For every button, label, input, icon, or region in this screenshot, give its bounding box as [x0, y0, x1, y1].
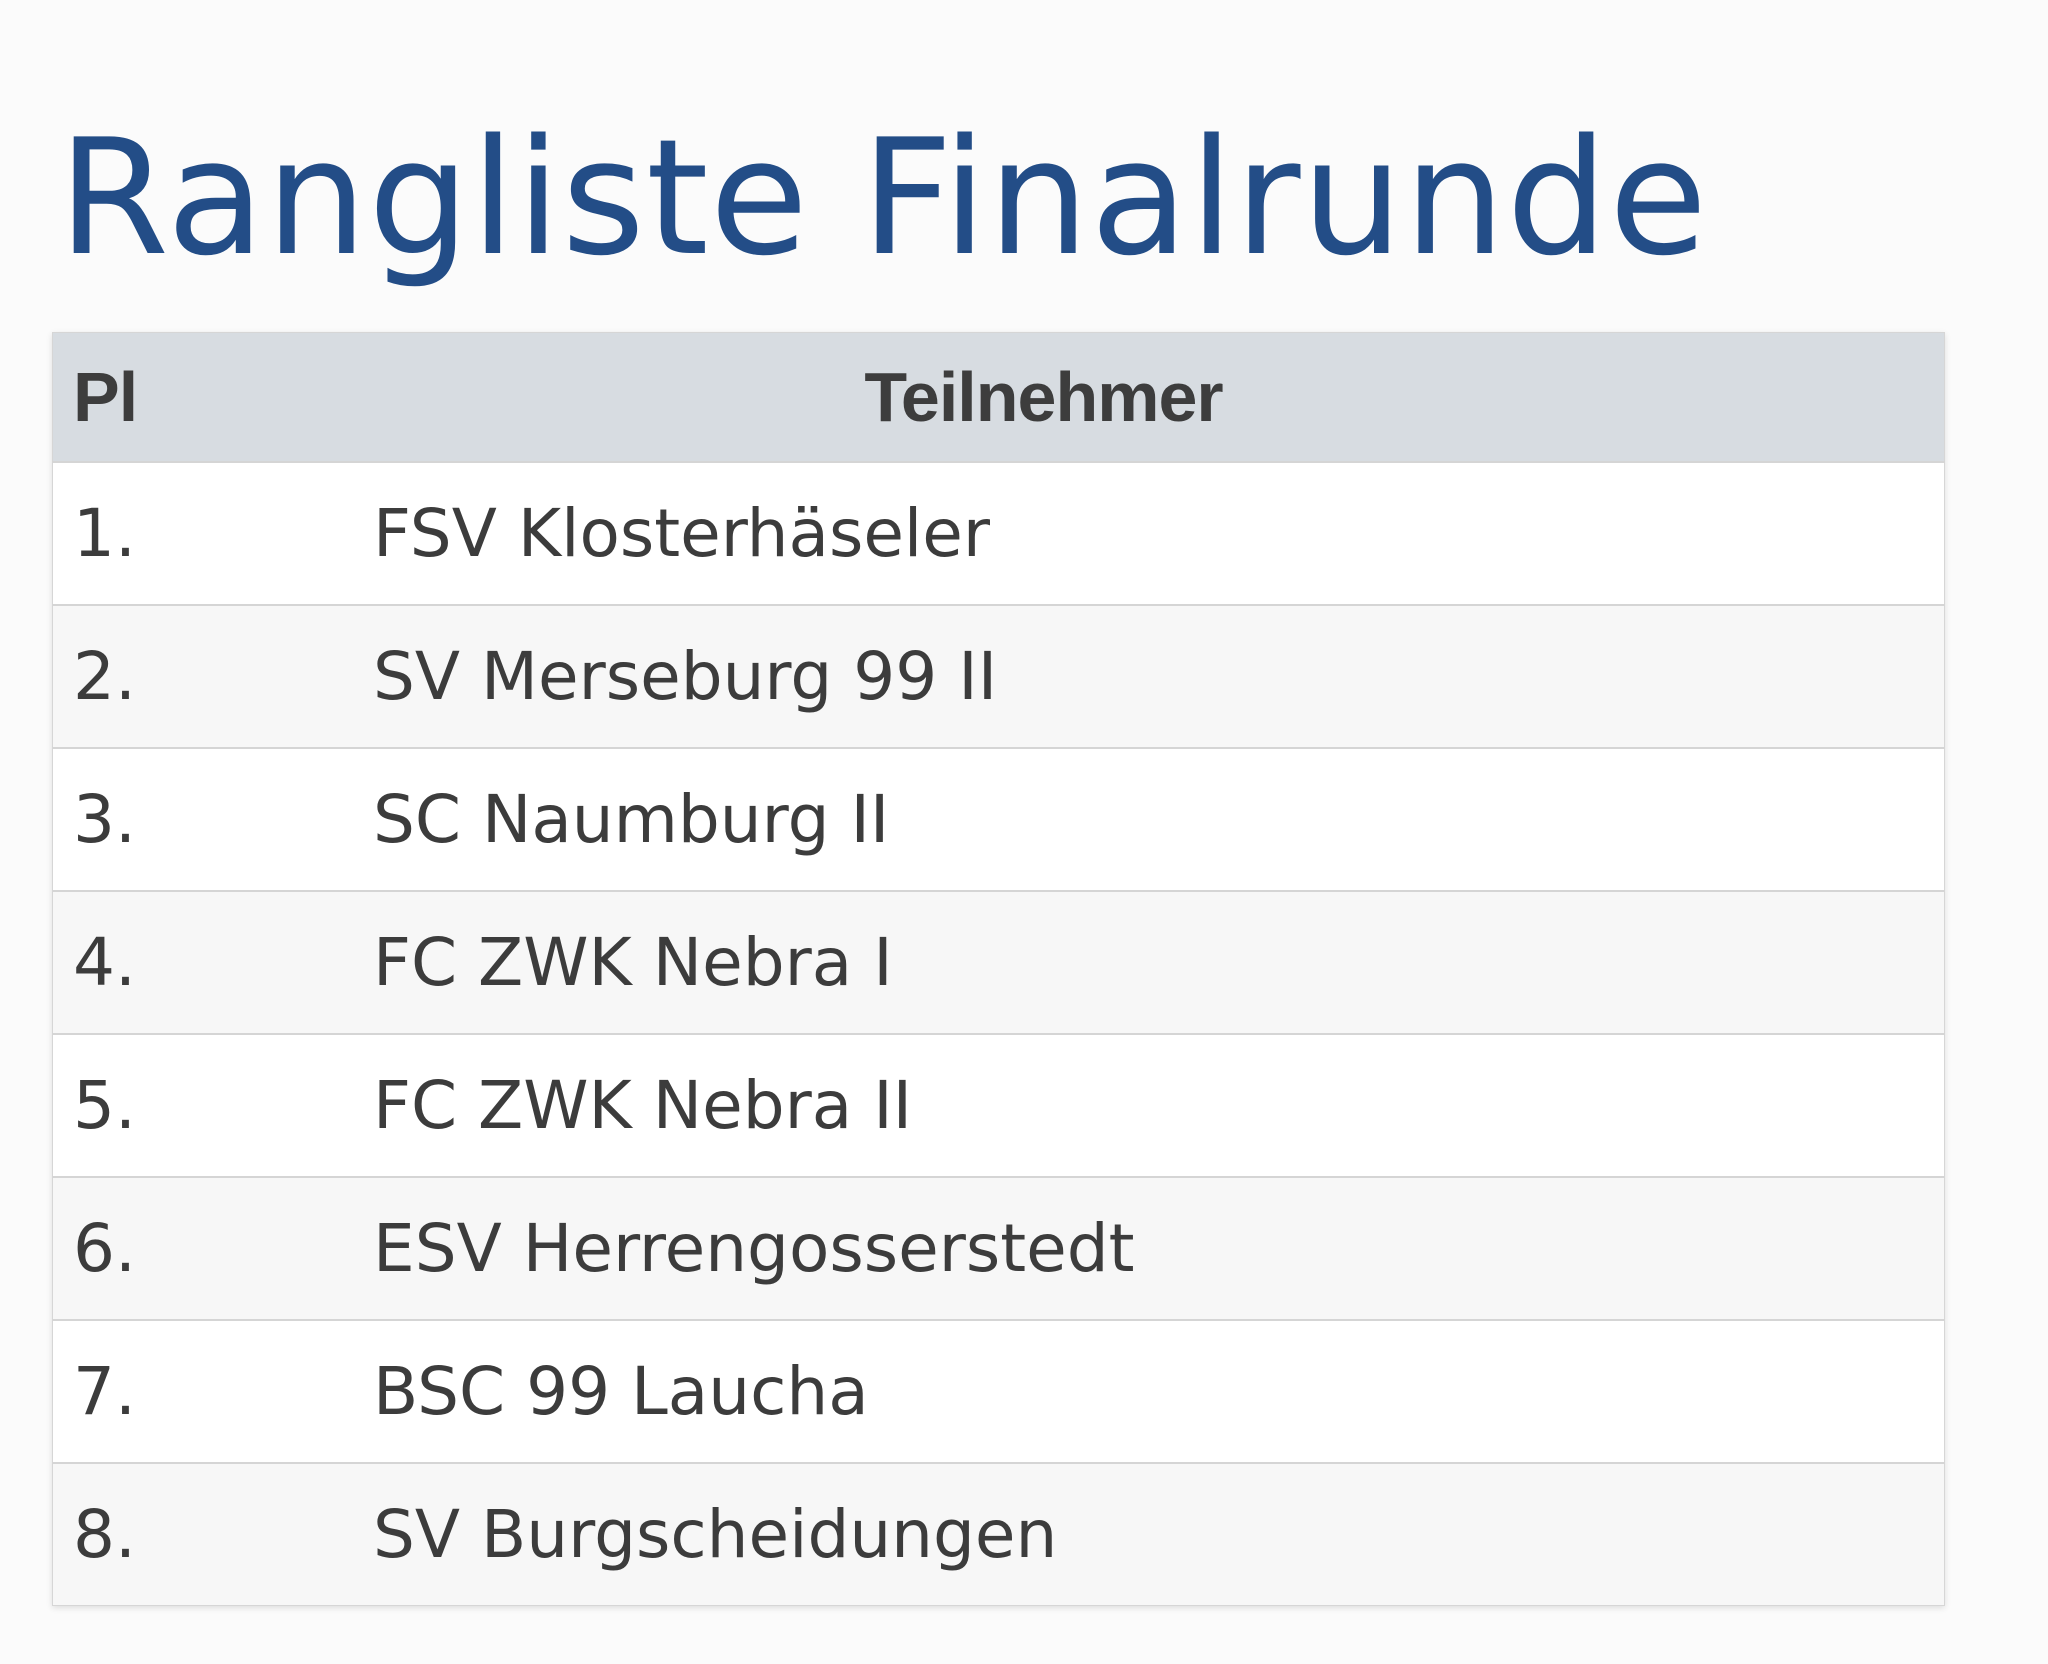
table-body: 1. FSV Klosterhäseler 2. SV Merseburg 99…	[52, 461, 1945, 1606]
rank-cell: 6.	[52, 1176, 373, 1320]
table-row: 7. BSC 99 Laucha	[52, 1319, 1945, 1463]
table-row: 5. FC ZWK Nebra II	[52, 1033, 1945, 1177]
rank-cell: 2.	[52, 604, 373, 748]
table-row: 3. SC Naumburg II	[52, 747, 1945, 891]
team-cell: SV Burgscheidungen	[373, 1462, 1945, 1606]
team-cell: FC ZWK Nebra II	[373, 1033, 1945, 1177]
table-row: 6. ESV Herrengosserstedt	[52, 1176, 1945, 1320]
team-cell: ESV Herrengosserstedt	[373, 1176, 1945, 1320]
team-cell: SV Merseburg 99 II	[373, 604, 1945, 748]
header-place: Pl	[52, 332, 373, 462]
page-title: Rangliste Finalrunde	[58, 104, 1709, 291]
table-row: 1. FSV Klosterhäseler	[52, 461, 1945, 605]
table-header: Pl Teilnehmer	[52, 332, 1945, 462]
rank-cell: 5.	[52, 1033, 373, 1177]
rank-cell: 7.	[52, 1319, 373, 1463]
team-cell: FSV Klosterhäseler	[373, 461, 1945, 605]
header-row: Pl Teilnehmer	[52, 332, 1945, 462]
team-cell: FC ZWK Nebra I	[373, 890, 1945, 1034]
rank-cell: 1.	[52, 461, 373, 605]
rank-cell: 4.	[52, 890, 373, 1034]
table-row: 8. SV Burgscheidungen	[52, 1462, 1945, 1606]
team-cell: SC Naumburg II	[373, 747, 1945, 891]
header-participant: Teilnehmer	[373, 332, 1945, 462]
table-row: 2. SV Merseburg 99 II	[52, 604, 1945, 748]
table-row: 4. FC ZWK Nebra I	[52, 890, 1945, 1034]
team-cell: BSC 99 Laucha	[373, 1319, 1945, 1463]
ranking-table: Pl Teilnehmer 1. FSV Klosterhäseler 2. S…	[52, 332, 1945, 1606]
rank-cell: 8.	[52, 1462, 373, 1606]
rank-cell: 3.	[52, 747, 373, 891]
